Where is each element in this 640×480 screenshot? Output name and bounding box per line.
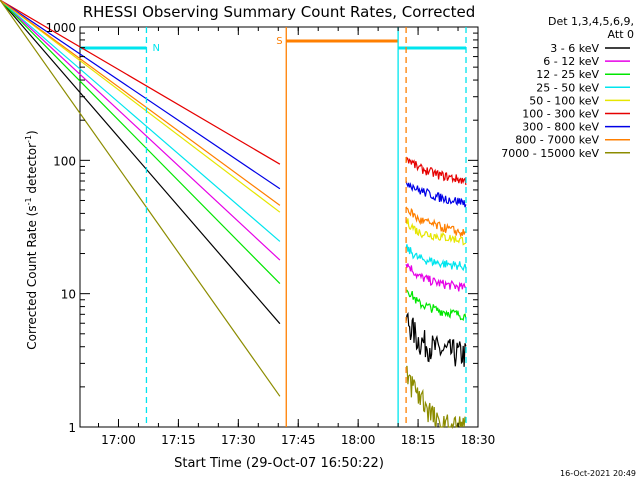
series-line-post: [405, 218, 467, 246]
series-line-post: [405, 365, 467, 430]
x-tick-label: 17:30: [221, 433, 256, 447]
series-line-pre: [0, 0, 281, 397]
y-axis-title: Corrected Count Rate (s-1 detector-1): [24, 130, 39, 349]
legend-label: 3 - 6 keV: [550, 42, 599, 55]
series-line-pre: [0, 0, 281, 165]
legend-label: 6 - 12 keV: [543, 55, 599, 68]
x-tick-label: 17:45: [281, 433, 316, 447]
y-axis-title-part: ): [25, 130, 39, 135]
x-tick-label: 18:30: [461, 433, 496, 447]
series-line-post: [405, 312, 467, 367]
series-line-post: [405, 156, 467, 186]
series-line-pre: [0, 0, 281, 325]
flag-label: N: [152, 43, 159, 54]
legend-label: 12 - 25 keV: [536, 68, 599, 81]
series-line-post: [405, 206, 467, 238]
legend-header-line-1: Det 1,3,4,5,6,9,: [548, 15, 634, 28]
y-axis-title-sup: -1: [24, 197, 33, 205]
series-line-pre: [0, 0, 281, 242]
series-line-pre: [0, 0, 281, 190]
flag-label: S: [276, 36, 282, 47]
chart-title: RHESSI Observing Summary Count Rates, Co…: [83, 3, 476, 21]
series-line-pre: [0, 0, 281, 285]
y-tick-label: 1: [68, 421, 76, 435]
y-axis-title-part: detector: [25, 143, 39, 198]
series-line-post: [405, 289, 467, 322]
y-tick-label: 1000: [45, 21, 76, 35]
x-axis-title: Start Time (29-Oct-07 16:50:22): [174, 456, 384, 471]
series-line-post: [405, 263, 467, 292]
x-tick-label: 17:00: [101, 433, 136, 447]
legend-label: 7000 - 15000 keV: [501, 147, 599, 160]
footer-timestamp: 16-Oct-2021 20:49: [560, 469, 636, 478]
legend-label: 100 - 300 keV: [522, 108, 599, 121]
series-line-pre: [0, 0, 281, 213]
plot-frame: [79, 26, 479, 428]
series-line-post: [405, 244, 467, 272]
legend-label: 300 - 800 keV: [522, 121, 599, 134]
legend-label: 25 - 50 keV: [536, 81, 599, 94]
x-tick-label: 18:00: [341, 433, 376, 447]
x-tick-label: 18:15: [401, 433, 436, 447]
series-line-pre: [0, 0, 281, 206]
x-tick-label: 17:15: [161, 433, 196, 447]
legend-label: 50 - 100 keV: [529, 94, 599, 107]
series-line-post: [405, 181, 467, 208]
y-tick-label: 10: [61, 288, 76, 302]
legend-label: 800 - 7000 keV: [515, 134, 599, 147]
y-axis-title-part: Corrected Count Rate (s: [25, 205, 39, 349]
series-line-pre: [0, 0, 281, 261]
y-tick-label: 100: [53, 154, 76, 168]
y-axis-title-sup: -1: [24, 135, 33, 143]
legend-header-line-2: Att 0: [608, 28, 634, 41]
